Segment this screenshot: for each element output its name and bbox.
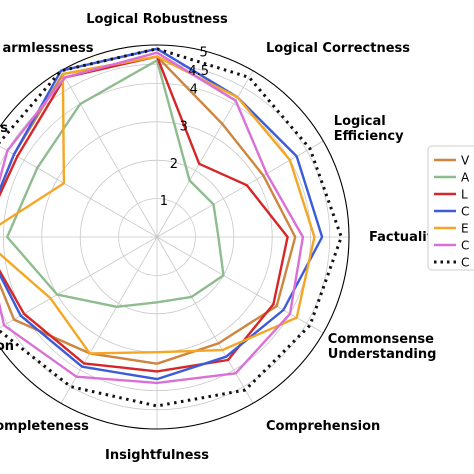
series-5-line <box>0 55 316 355</box>
radar-series-layer <box>0 47 343 408</box>
legend-label-1: V <box>461 154 470 168</box>
radial-tick-label: 5 <box>200 46 208 61</box>
legend-label-7: C <box>461 256 469 270</box>
axis-label-logical-efficiency: Logical Efficiency <box>334 114 404 144</box>
legend-label-5: E <box>461 222 469 236</box>
axis-label-factuality: Factuality <box>369 230 442 245</box>
spoke-logical-efficiency <box>156 140 324 238</box>
radial-tick-label: 4.5 <box>188 64 209 79</box>
radial-tick-label: 3 <box>180 120 188 135</box>
ring-1 <box>118 198 196 276</box>
legend-label-4: C <box>461 205 469 219</box>
spoke-conciseness <box>0 145 158 238</box>
ring-2 <box>79 159 235 315</box>
legend-label-6: C <box>461 239 469 253</box>
axis-label-metacognition: on <box>0 339 14 354</box>
series-7-line <box>0 47 343 408</box>
radial-tick-label: 4 <box>190 83 198 98</box>
legend-label-2: A <box>461 171 470 185</box>
spoke-harmlessness <box>60 70 158 238</box>
series-6-line <box>0 51 305 385</box>
series-3-line <box>0 55 289 373</box>
spoke-comprehension <box>156 236 254 404</box>
ring-5 <box>0 44 350 430</box>
spoke-metacognition <box>0 236 158 329</box>
axis-label-harmlessness: armlessness <box>2 41 93 56</box>
axis-label-completeness: ompleteness <box>0 419 89 434</box>
radial-tick-label: 1 <box>160 194 168 209</box>
series-4-line <box>0 47 324 381</box>
spoke-commonsense-understanding <box>156 236 324 334</box>
series-2-line <box>5 59 225 308</box>
axis-label-logical-correctness: Logical Correctness <box>266 41 410 56</box>
axis-label-logical-robustness: Logical Robustness <box>86 12 228 27</box>
axis-label-insightfulness: Insightfulness <box>105 448 209 463</box>
radar-axis-labels: 1 2 3 4 4.5 5 Logical Robustness Logical Correc… <box>0 12 442 463</box>
legend-label-3: L <box>461 188 468 202</box>
axis-label-conciseness: s <box>0 121 8 136</box>
axis-label-comprehension: Comprehension <box>266 419 380 434</box>
axis-label-commonsense-understanding: Commonsense Understanding <box>328 332 437 362</box>
ring-4 <box>2 82 312 392</box>
radial-tick-label: 2 <box>170 157 178 172</box>
